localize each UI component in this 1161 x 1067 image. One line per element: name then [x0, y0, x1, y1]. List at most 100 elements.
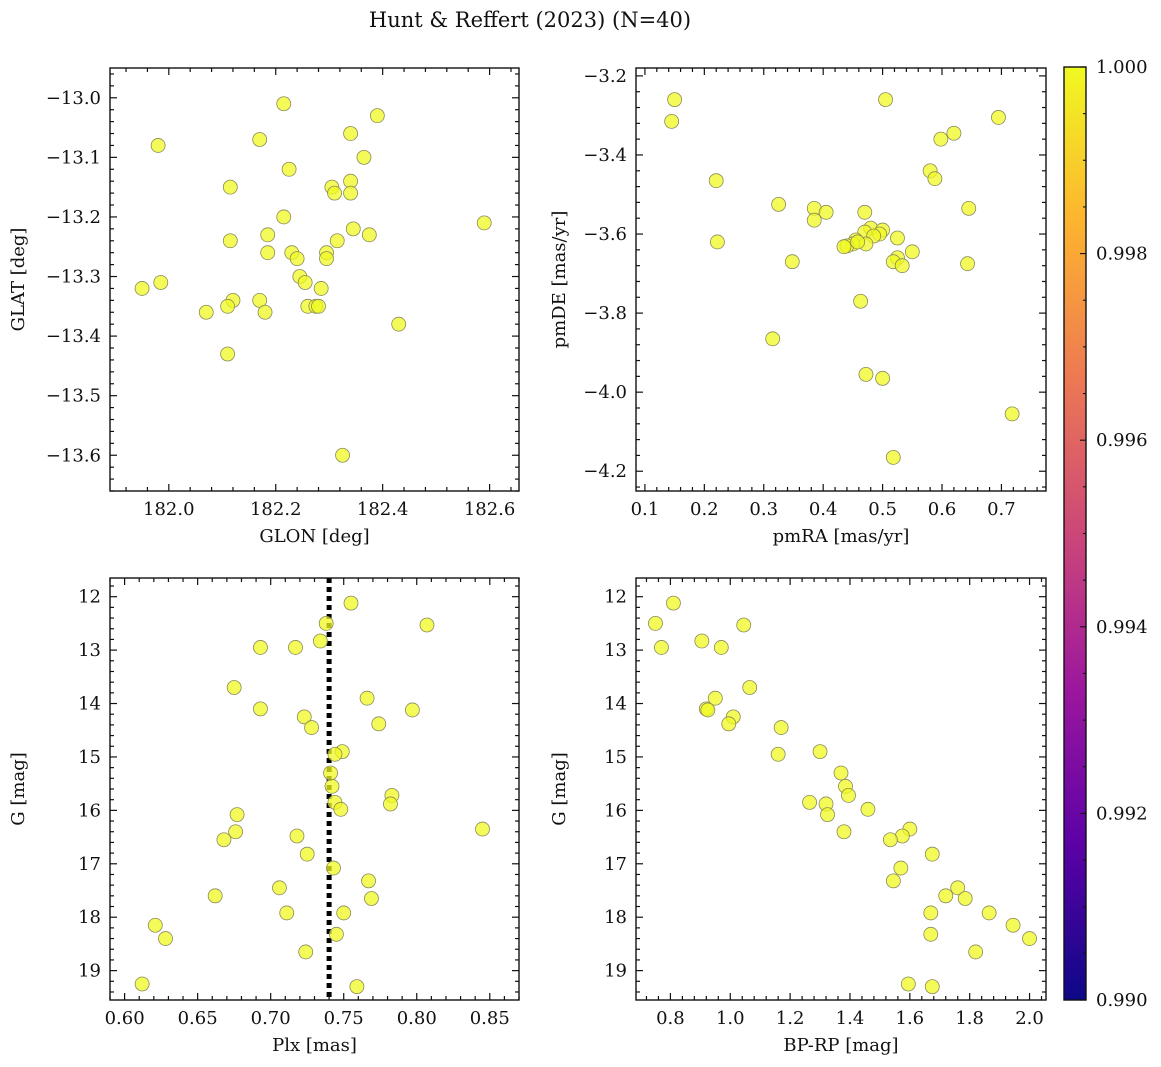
scatter-point [721, 716, 737, 732]
scatter-point [356, 149, 372, 165]
scatter-point [736, 617, 752, 633]
scatter-point [281, 161, 297, 177]
scatter-point [1005, 917, 1021, 933]
scatter-point [853, 293, 869, 309]
y-axis-label: G [mag] [8, 752, 29, 825]
x-tick-label: 0.5 [868, 499, 897, 520]
y-tick-label: 15 [604, 747, 627, 768]
x-tick-label: 182.6 [464, 499, 516, 520]
scatter-point [820, 807, 835, 823]
scatter-point [361, 873, 376, 889]
scatter-point [664, 113, 680, 129]
scatter-point [150, 138, 166, 153]
scatter-point [924, 979, 940, 995]
colorbar-tick-label: 1.000 [1096, 57, 1148, 78]
scatter-point [419, 617, 435, 633]
scatter-point [836, 239, 852, 255]
scatter-point [319, 251, 334, 267]
scatter-point [220, 346, 236, 362]
scatter-point [933, 131, 949, 147]
scatter-point [850, 234, 866, 250]
colorbar-tick-label: 0.996 [1096, 430, 1148, 451]
scatter-point [318, 616, 334, 631]
scatter-point [836, 824, 852, 840]
scatter-point [369, 108, 385, 124]
scatter-point [765, 331, 781, 347]
scatter-point [134, 281, 150, 296]
y-tick-label: −13.3 [46, 267, 101, 288]
x-tick-label: 1.4 [836, 1008, 865, 1029]
scatter-point [311, 298, 326, 314]
scatter-point [981, 905, 997, 921]
scatter-point [773, 720, 789, 735]
scatter-point [924, 846, 940, 862]
scatter-point [343, 126, 358, 141]
panel-bprp-g: 0.8 1.0 1.2 1.4 1.6 1.8 2.0 12 13 14 15 16 17 18 19 BP-… [549, 577, 1047, 1056]
scatter-point [298, 944, 314, 960]
scatter-point [885, 873, 901, 889]
scatter-point [991, 110, 1006, 125]
y-tick-label: 12 [604, 587, 627, 608]
x-axis-label: Plx [mas] [272, 1035, 357, 1056]
scatter-point [923, 905, 939, 921]
scatter-point [1004, 406, 1020, 422]
scatter-point [371, 716, 387, 732]
scatter-point [391, 316, 407, 332]
scatter-point [288, 640, 303, 655]
x-tick-label: 0.7 [987, 499, 1016, 520]
x-tick-label: 0.3 [749, 499, 778, 520]
colorbar: 1.000 0.998 0.996 0.994 0.992 0.990 [1063, 57, 1148, 1011]
scatter-point [313, 281, 329, 296]
scatter-point [667, 92, 683, 108]
y-tick-label: −3.6 [583, 224, 627, 245]
scatter-point [260, 245, 276, 261]
scatter-point [784, 254, 800, 270]
colorbar-gradient [1063, 66, 1087, 1001]
scatter-point [893, 860, 909, 876]
axis-ticks [110, 68, 519, 492]
x-axis-label: BP-RP [mag] [783, 1035, 898, 1056]
y-tick-label: 14 [78, 694, 101, 715]
x-tick-label: 0.85 [470, 1008, 510, 1029]
scatter-point [134, 976, 150, 992]
y-tick-label: 18 [604, 907, 627, 928]
scatter-point [708, 173, 724, 189]
x-tick-label: 0.65 [178, 1008, 218, 1029]
panel-plx-g: 0.60 0.65 0.70 0.75 0.80 0.85 12 13 14 15 16 17 18 19… [8, 577, 520, 1056]
x-axis-label: pmRA [mas/yr] [773, 526, 910, 547]
scatter-point [878, 92, 893, 108]
scatter-point [961, 200, 977, 216]
x-tick-label: 0.6 [928, 499, 957, 520]
x-tick-label: 0.1 [631, 499, 660, 520]
x-axis-label: GLON [deg] [259, 526, 369, 547]
x-tick-label: 2.0 [1015, 1008, 1044, 1029]
y-tick-label: −4.0 [583, 382, 627, 403]
scatter-point [253, 640, 268, 655]
scatter-point [860, 801, 876, 817]
scatter-point [833, 765, 849, 781]
axis-ticks [636, 68, 1046, 491]
scatter-point [923, 926, 939, 942]
colorbar-tick-label: 0.992 [1096, 803, 1148, 824]
scatter-point [710, 234, 725, 250]
y-tick-label: 13 [78, 640, 101, 661]
scatter-point [875, 370, 890, 386]
y-tick-label: −13.0 [46, 88, 101, 109]
scatter-point [345, 221, 361, 237]
scatter-point [666, 595, 681, 611]
scatter-point [361, 227, 377, 243]
x-tick-label: 1.6 [896, 1008, 925, 1029]
scatter-point [359, 690, 375, 706]
scatter-point [304, 720, 319, 735]
scatter-point [927, 171, 943, 187]
scatter-point [742, 680, 758, 695]
scatter-point [476, 215, 492, 231]
scatter-point [299, 846, 315, 862]
axes-frame [635, 577, 1047, 1001]
y-tick-label: 13 [604, 640, 627, 661]
axes-frame [109, 67, 520, 492]
scatter-point [343, 595, 359, 611]
scatter-point [882, 832, 898, 848]
y-axis-label: GLAT [deg] [8, 228, 29, 332]
scatter-point [771, 196, 787, 212]
